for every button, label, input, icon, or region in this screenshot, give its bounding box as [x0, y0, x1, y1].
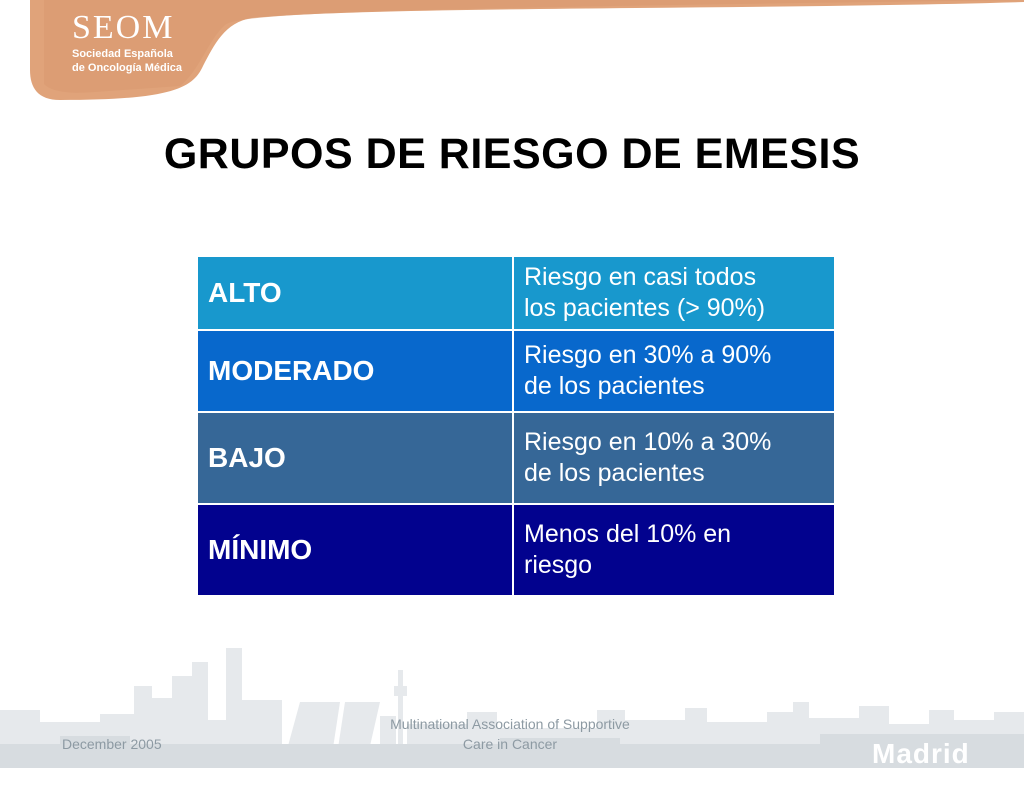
event-year: 2010: [872, 770, 943, 801]
table-row-bajo: BAJO Riesgo en 10% a 30% de los paciente…: [196, 411, 836, 505]
risk-level: MÍNIMO: [196, 503, 514, 597]
desc-line: los pacientes (> 90%): [524, 294, 766, 322]
footer-org-line: Multinational Association of Supportive: [390, 716, 630, 732]
footer-organization: Multinational Association of Supportive …: [360, 714, 660, 754]
risk-level: BAJO: [196, 411, 514, 505]
risk-description: Riesgo en 30% a 90% de los pacientes: [512, 329, 836, 413]
risk-description: Riesgo en casi todos los pacientes (> 90…: [512, 255, 836, 331]
table-row-minimo: MÍNIMO Menos del 10% en riesgo: [196, 503, 836, 597]
desc-line: de los pacientes: [524, 372, 705, 400]
desc-line: riesgo: [524, 551, 593, 579]
footer-org-line: Care in Cancer: [462, 736, 558, 752]
desc-line: de los pacientes: [524, 459, 705, 487]
footer-date: December 2005: [62, 736, 162, 752]
risk-description: Riesgo en 10% a 30% de los pacientes: [512, 411, 836, 505]
table-row-moderado: MODERADO Riesgo en 30% a 90% de los paci…: [196, 329, 836, 413]
risk-level: MODERADO: [196, 329, 514, 413]
desc-line: Menos del 10% en: [524, 520, 732, 548]
risk-description: Menos del 10% en riesgo: [512, 503, 836, 597]
logo-subtitle-line1: Sociedad Española: [72, 48, 173, 60]
event-city: Madrid: [872, 738, 970, 769]
desc-line: Riesgo en 10% a 30%: [524, 428, 772, 456]
slide-title: GRUPOS DE RIESGO DE EMESIS: [163, 130, 861, 178]
seom-logo: SEOM Sociedad Española de Oncología Médi…: [72, 9, 183, 75]
header-banner: [0, 0, 1024, 100]
event-logo: Madrid 2010: [872, 738, 1024, 802]
logo-name: SEOM: [72, 9, 175, 46]
risk-level: ALTO: [196, 255, 514, 331]
logo-subtitle-line2: de Oncología Médica: [72, 62, 183, 74]
desc-line: Riesgo en 30% a 90%: [524, 341, 772, 369]
desc-line: Riesgo en casi todos: [524, 263, 757, 291]
madrid-skyline-image: [0, 648, 1024, 768]
risk-groups-table: ALTO Riesgo en casi todos los pacientes …: [196, 255, 836, 597]
table-row-alto: ALTO Riesgo en casi todos los pacientes …: [196, 255, 836, 331]
